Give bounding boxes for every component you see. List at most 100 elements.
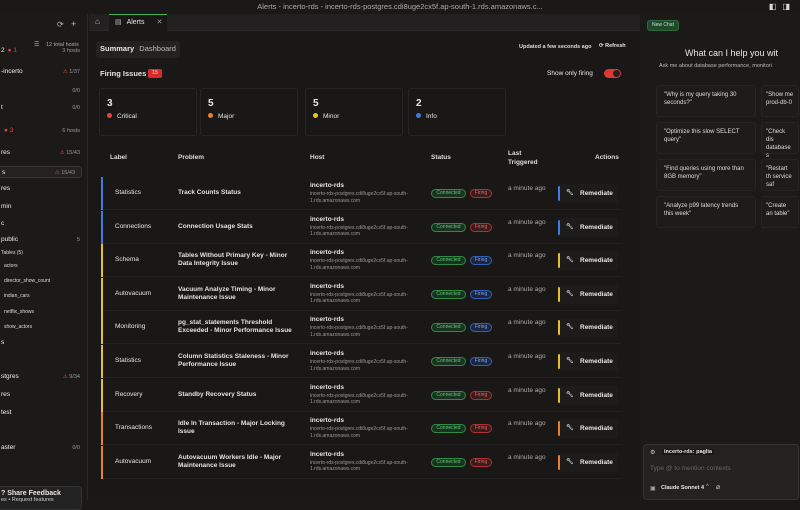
table-row: Schema Tables Without Primary Key - Minor… — [101, 244, 621, 278]
remediate-button[interactable]: 🔧︎ Remediate — [558, 318, 618, 338]
attach-icon[interactable]: ⌀ — [716, 484, 721, 491]
remediate-button[interactable]: 🔧︎ Remediate — [558, 184, 618, 203]
sidebar-item[interactable]: Tables (5) — [0, 247, 86, 259]
column-header-problem: Problem — [178, 154, 205, 161]
tab-alerts[interactable]: ▤ Alerts ✕ — [109, 14, 167, 31]
sidebar-item[interactable]: show_actors — [0, 321, 86, 333]
sidebar-item[interactable]: aster 0/0 — [0, 442, 86, 454]
sidebar-toggle-icon[interactable]: ◧ — [768, 2, 783, 11]
panel-toggle-icon[interactable]: ◨ — [782, 2, 796, 11]
sidebar-item-label: res — [1, 185, 11, 192]
last-triggered: a minute ago — [508, 319, 546, 327]
sidebar-item-label: aster — [1, 444, 16, 451]
sidebar-item[interactable]: netflix_shows — [0, 306, 86, 318]
sidebar-item[interactable]: ● 3 6 hosts — [0, 125, 86, 137]
firing-count-badge: 15 — [148, 69, 162, 78]
sidebar-item[interactable]: res — [0, 389, 86, 401]
remediate-button[interactable]: 🔧︎ Remediate — [558, 452, 618, 472]
tab-summary[interactable]: Summary — [100, 44, 135, 53]
severity-dot — [208, 113, 213, 118]
remediate-button[interactable]: 🔧︎ Remediate — [558, 251, 618, 271]
firing-badge: Firing — [470, 222, 492, 232]
row-host: incerto-rds — [310, 417, 344, 425]
sidebar-item[interactable]: 2 ● 1 3 hosts — [0, 45, 86, 57]
row-problem: Idle In Transaction - Major Locking Issu… — [178, 420, 285, 436]
severity-dot — [313, 113, 318, 118]
sidebar-item[interactable]: min — [0, 201, 86, 213]
suggestion-card[interactable]: "Why is my query taking 30 seconds?" — [656, 85, 756, 117]
warning-icon: ⚠ — [59, 150, 67, 156]
severity-indicator — [558, 421, 560, 437]
sidebar-item-label: 2 — [1, 47, 5, 54]
sidebar-item-label: Tables (5) — [1, 250, 23, 256]
severity-bar — [101, 378, 103, 412]
add-icon[interactable]: + — [71, 19, 77, 29]
suggestion-card[interactable]: "Optimize this slow SELECT query" — [656, 122, 756, 154]
row-label: Statistics — [115, 189, 142, 196]
row-label: Schema — [115, 256, 139, 264]
remediate-button[interactable]: 🔧︎ Remediate — [558, 284, 618, 304]
suggestion-card[interactable]: "Find queries using more than 8GB memory… — [656, 159, 756, 191]
table-row: Transactions Idle In Transaction - Major … — [101, 412, 621, 446]
window-controls[interactable]: ◧◨ — [769, 2, 796, 11]
stat-card-major[interactable]: 5 Major — [200, 88, 298, 136]
refresh-button[interactable]: ⟳ Refresh — [599, 43, 626, 49]
stat-card-minor[interactable]: 5 Minor — [305, 88, 403, 136]
sidebar-item[interactable]: test — [0, 407, 86, 419]
remediate-label: Remediate — [580, 290, 613, 298]
suggestion-card[interactable]: "Analyze p99 latency trends this week" — [656, 196, 756, 228]
sidebar: ⟳ + ☰ 12 total hosts 2 ● 1 3 hosts -incerto… — [0, 14, 88, 510]
new-chat-button[interactable]: New Chat — [647, 20, 679, 31]
row-host-endpoint: incerto-rds-postgres.cdi8uge2cx5f.ap-sou… — [310, 224, 408, 238]
remediate-button[interactable]: 🔧︎ Remediate — [558, 419, 618, 439]
close-icon[interactable]: ✕ — [156, 19, 163, 26]
tab-dashboard[interactable]: Dashboard — [139, 44, 176, 53]
sidebar-item[interactable]: public 5 — [0, 234, 86, 246]
suggestion-card[interactable]: "Restart th service saf — [761, 159, 799, 191]
sidebar-item-label: min — [1, 203, 12, 210]
row-host-endpoint: incerto-rds-postgres.cdi8uge2cx5f.ap-sou… — [310, 426, 408, 439]
count-text: 1/37 — [69, 69, 80, 75]
stat-card-info[interactable]: 2 Info — [408, 88, 506, 136]
sidebar-item-label: -incerto — [1, 68, 23, 75]
model-selector[interactable]: Claude Sonnet 4 — [661, 485, 705, 491]
count-text: 3 hosts — [62, 48, 80, 54]
sidebar-item[interactable]: 0/0 — [0, 85, 86, 97]
severity-indicator — [558, 387, 560, 403]
sidebar-item[interactable]: director_show_count — [0, 275, 86, 287]
chat-input[interactable]: Type @ to mention contexts — [650, 465, 731, 472]
stat-label: Info — [416, 113, 505, 120]
sidebar-item[interactable]: res ⚠ 15/43 — [0, 147, 86, 159]
sidebar-item[interactable]: res — [0, 183, 86, 195]
home-icon[interactable]: ⌂ — [95, 17, 100, 26]
severity-bar — [101, 345, 103, 378]
remediate-button[interactable]: 🔧︎ Remediate — [558, 385, 618, 405]
suggestion-card[interactable]: "Check dis database s — [761, 122, 799, 159]
feedback-button[interactable]: ? Share Feedback es • Request features — [0, 486, 82, 510]
column-header-host: Host — [310, 154, 325, 161]
chevron-up-icon[interactable]: ^ — [706, 484, 709, 490]
remediate-button[interactable]: 🔧︎ Remediate — [558, 352, 618, 371]
sidebar-item[interactable]: s ⚠ 15/43 — [0, 166, 82, 178]
show-only-firing-toggle[interactable] — [604, 69, 621, 78]
context-chip[interactable]: incerto-rds: paglia — [662, 449, 714, 455]
row-host-endpoint: incerto-rds-postgres.cdi8uge2cx5f.ap-sou… — [310, 392, 408, 406]
settings-icon[interactable]: ⚙ — [650, 450, 656, 456]
sidebar-item[interactable]: -incerto ⚠ 1/37 — [0, 66, 86, 78]
sidebar-item[interactable]: c — [0, 218, 86, 230]
sidebar-item[interactable]: indian_cars — [0, 290, 86, 302]
sidebar-item[interactable]: stgres ⚠ 9/34 — [0, 371, 86, 383]
sidebar-item-label: actors — [4, 263, 18, 269]
refresh-icon: ⟳ — [599, 43, 604, 49]
suggestion-card[interactable]: "Create an table" — [761, 196, 799, 228]
remediate-button[interactable]: 🔧︎ Remediate — [558, 217, 618, 237]
row-label: Autovacuum — [115, 457, 152, 465]
last-triggered: a minute ago — [508, 285, 546, 293]
suggestion-card[interactable]: "Show me prod-db-0 — [761, 85, 799, 117]
severity-indicator — [558, 253, 560, 269]
sidebar-item[interactable]: actors — [0, 260, 86, 272]
sidebar-item[interactable]: t 0/0 — [0, 102, 86, 114]
stat-card-critical[interactable]: 3 Critical — [99, 88, 197, 136]
sidebar-item[interactable]: s — [0, 337, 86, 349]
refresh-icon[interactable]: ⟳ — [57, 20, 64, 29]
